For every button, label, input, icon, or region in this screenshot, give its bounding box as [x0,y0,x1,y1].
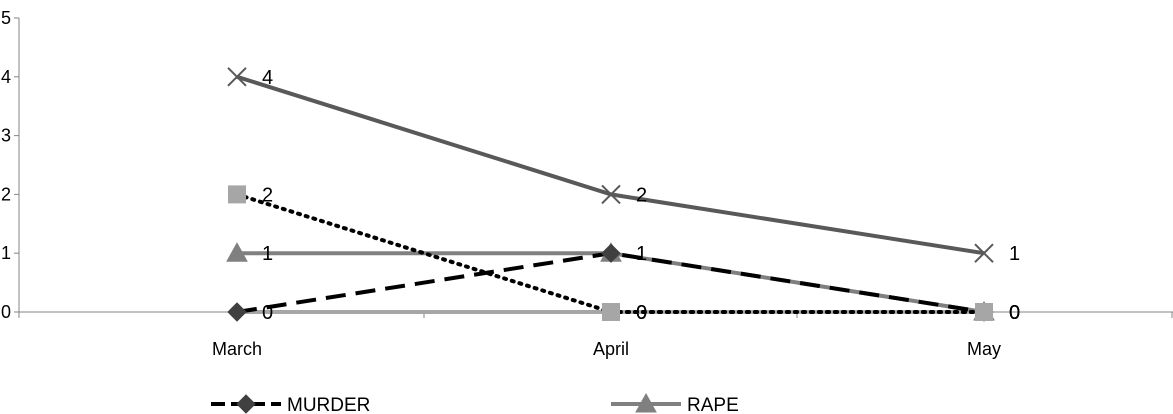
square-marker [228,185,246,204]
x-marker-stroke [974,243,994,263]
x-tick-label: May [967,339,1001,359]
data-label: 2 [636,184,647,206]
y-tick-label: 2 [1,184,11,204]
data-label: 0 [1009,302,1020,324]
diamond-marker [227,302,247,322]
series-markers [226,67,995,322]
x-tick-label: March [212,339,262,359]
data-label: 0 [636,302,647,324]
y-tick-label: 3 [1,126,11,146]
square-marker [975,303,993,321]
legend: MURDER RAPE [211,392,739,414]
data-label: 0 [1009,302,1020,324]
square-marker [602,303,620,321]
chart-axes: 0 1 2 3 4 5 March April May [1,8,1173,359]
series-line [236,74,985,256]
y-tick-label: 4 [1,67,11,87]
y-tick-label: 1 [1,243,11,263]
data-label: 1 [636,243,647,265]
diamond-marker [601,243,621,263]
data-label: 1 [262,243,273,265]
triangle-marker [635,392,657,413]
x-marker-stroke [601,184,621,205]
data-label: 0 [262,302,273,324]
data-label: 0 [636,302,647,324]
legend-label: RAPE [687,395,739,414]
x-marker-stroke [227,67,247,87]
data-label: 1 [1009,243,1020,265]
data-label: 0 [1009,302,1020,324]
y-tick-label: 0 [1,302,11,322]
data-label: 2 [262,184,273,206]
diamond-marker [236,394,256,414]
data-label: 4 [262,67,273,89]
y-tick-label: 5 [1,8,11,28]
x-tick-label: April [593,339,629,359]
legend-label: MURDER [287,395,370,414]
triangle-marker [226,242,248,262]
